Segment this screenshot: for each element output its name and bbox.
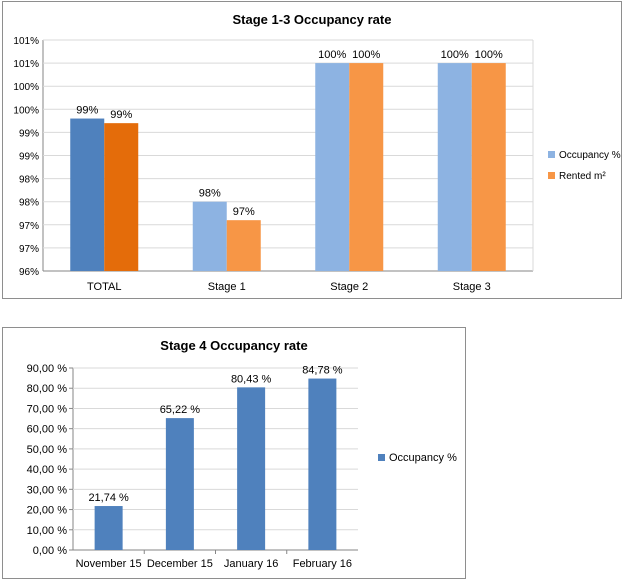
stage-1-3-chart-svg: Stage 1-3 Occupancy rate 99% 99% 98% 97% 100…	[13, 12, 621, 293]
bar-occupancy-0	[94, 506, 123, 550]
y-tick-label: 70,00 %	[27, 403, 68, 415]
bar-occupancy-0	[70, 118, 105, 271]
x-tick-label: Stage 3	[453, 281, 491, 293]
legend-swatch-rented	[548, 172, 555, 179]
stage-1-3-chart: Stage 1-3 Occupancy rate 99% 99% 98% 97% 100…	[2, 1, 622, 299]
legend-label-occupancy: Occupancy %	[559, 150, 621, 161]
bar-occupancy-1	[192, 201, 227, 271]
bar-occupancy-2	[315, 63, 350, 271]
x-tick-label: TOTAL	[87, 281, 121, 293]
data-label: 100%	[441, 49, 469, 61]
y-tick-label: 98%	[19, 198, 39, 209]
x-tick-label: February 16	[293, 558, 352, 570]
data-label: 99%	[76, 105, 98, 117]
bar-occupancy-2	[237, 387, 266, 550]
data-label: 98%	[199, 188, 221, 200]
y-tick-label: 40,00 %	[27, 464, 68, 476]
x-tick-label: Stage 2	[330, 281, 368, 293]
bar-occupancy-3	[308, 378, 337, 550]
y-tick-label: 97%	[19, 244, 39, 255]
y-tick-label: 50,00 %	[27, 444, 68, 456]
data-label: 100%	[352, 49, 380, 61]
bar-occupancy-1	[165, 418, 194, 550]
legend-swatch-occupancy	[548, 151, 555, 158]
legend-label-rented: Rented m²	[559, 171, 606, 182]
bar-rented-3	[471, 63, 506, 271]
y-tick-label: 98%	[19, 175, 39, 186]
legend-swatch-occupancy	[378, 454, 385, 461]
data-label: 100%	[475, 49, 503, 61]
data-label: 99%	[110, 109, 132, 121]
y-tick-label: 80,00 %	[27, 383, 68, 395]
data-label: 65,22 %	[160, 404, 201, 416]
data-label: 21,74 %	[88, 492, 129, 504]
y-tick-label: 101%	[13, 36, 39, 47]
bar-rented-1	[226, 220, 261, 271]
y-tick-label: 20,00 %	[27, 505, 68, 517]
stage-4-chart: Stage 4 Occupancy rate 21,74 % 65,22 % 80,…	[2, 327, 466, 579]
legend-label-occupancy: Occupancy %	[389, 452, 457, 464]
y-tick-label: 99%	[19, 128, 39, 139]
legend: Occupancy %	[378, 452, 457, 464]
x-tick-label: January 16	[224, 558, 278, 570]
x-tick-label: Stage 1	[208, 281, 246, 293]
y-tick-label: 0,00 %	[33, 545, 67, 557]
y-tick-label: 60,00 %	[27, 424, 68, 436]
bar-rented-0	[104, 123, 139, 271]
y-tick-label: 100%	[13, 105, 39, 116]
bar-occupancy-3	[437, 63, 472, 271]
bar-rented-2	[349, 63, 384, 271]
data-label: 84,78 %	[302, 365, 343, 377]
y-tick-label: 101%	[13, 59, 39, 70]
legend: Occupancy % Rented m²	[548, 150, 621, 182]
data-label: 100%	[318, 49, 346, 61]
y-tick-label: 100%	[13, 82, 39, 93]
stage-4-chart-svg: Stage 4 Occupancy rate 21,74 % 65,22 % 80,…	[27, 338, 457, 570]
chart-title: Stage 4 Occupancy rate	[160, 338, 307, 353]
y-tick-label: 90,00 %	[27, 363, 68, 375]
y-tick-label: 96%	[19, 267, 39, 278]
y-tick-label: 97%	[19, 221, 39, 232]
y-tick-label: 30,00 %	[27, 484, 68, 496]
chart-title: Stage 1-3 Occupancy rate	[233, 12, 392, 27]
data-label: 97%	[233, 206, 255, 218]
y-tick-label: 10,00 %	[27, 525, 68, 537]
data-label: 80,43 %	[231, 373, 272, 385]
x-tick-label: November 15	[76, 558, 142, 570]
y-tick-label: 99%	[19, 152, 39, 163]
x-tick-label: December 15	[147, 558, 213, 570]
